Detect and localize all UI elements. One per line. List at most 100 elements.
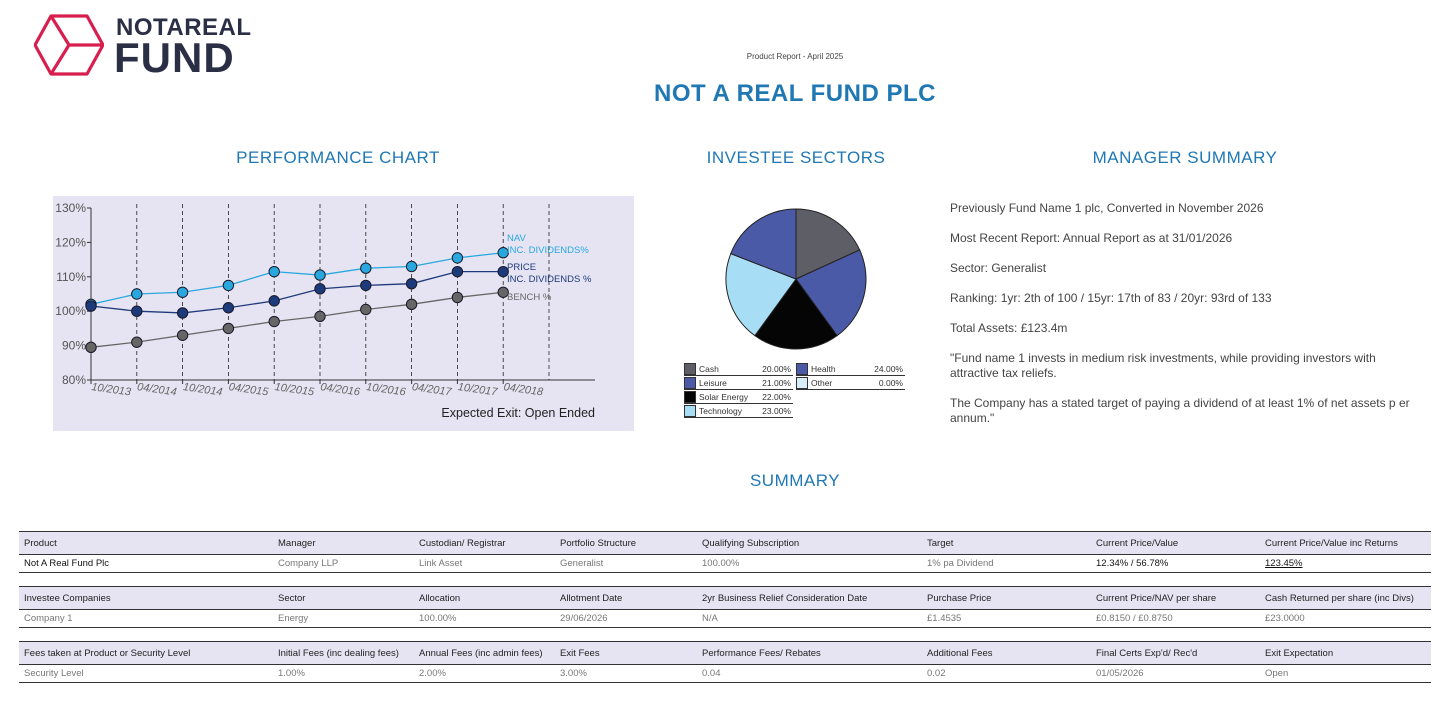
table-cell: Generalist bbox=[560, 558, 604, 569]
pie-slice-technology bbox=[725, 252, 797, 337]
table-cell: Open bbox=[1265, 668, 1289, 679]
sectors-pie-svg bbox=[725, 208, 867, 350]
report-date: Product Report - April 2025 bbox=[746, 52, 844, 61]
table-cell: 12.34% / 56.78% bbox=[1096, 558, 1169, 569]
data-point bbox=[497, 247, 509, 259]
data-point bbox=[222, 302, 235, 314]
data-point bbox=[314, 269, 326, 281]
legend-swatch bbox=[796, 377, 808, 389]
table-cell: £0.8150 / £0.8750 bbox=[1096, 613, 1173, 624]
legend-item: Cash 20.00% bbox=[684, 362, 793, 376]
table-header-cell: Exit Fees bbox=[560, 648, 600, 659]
table-header-cell: Manager bbox=[278, 538, 316, 549]
legend-swatch bbox=[684, 377, 696, 389]
table-cell: 01/05/2026 bbox=[1096, 668, 1144, 679]
table-header-cell: Current Price/NAV per share bbox=[1096, 593, 1217, 604]
table-header-row: Product Manager Custodian/ Registrar Por… bbox=[19, 531, 1431, 555]
y-tick-label: 100% bbox=[55, 304, 86, 318]
legend-swatch bbox=[796, 363, 808, 375]
manager-quote-1: "Fund name 1 invests in medium risk inve… bbox=[950, 351, 1376, 380]
legend-item: Solar Energy 22.00% bbox=[684, 390, 793, 404]
data-point bbox=[268, 265, 280, 278]
legend-item: Other 0.00% bbox=[796, 376, 905, 390]
data-point bbox=[360, 279, 372, 292]
investee-table: Investee Companies Sector Allocation All… bbox=[19, 586, 1431, 628]
table-header-cell: Custodian/ Registrar bbox=[419, 538, 506, 549]
table-cell: Company LLP bbox=[278, 558, 339, 569]
manager-recent-report: Most Recent Report: Annual Report as at … bbox=[950, 231, 1233, 245]
table-header-cell: Performance Fees/ Rebates bbox=[702, 648, 821, 659]
manager-quote-2: The Company has a stated target of payin… bbox=[950, 396, 1410, 425]
x-tick-label: 10/2014 bbox=[182, 381, 223, 398]
manager-sector: Sector: Generalist bbox=[950, 261, 1047, 275]
manager-summary-heading: MANAGER SUMMARY bbox=[1092, 148, 1278, 167]
x-tick-label: 04/2017 bbox=[411, 381, 453, 399]
y-tick-label: 130% bbox=[55, 201, 86, 215]
table-header-cell: Sector bbox=[278, 593, 306, 604]
fees-table: Fees taken at Product or Security Level … bbox=[19, 641, 1431, 683]
product-table: Product Manager Custodian/ Registrar Por… bbox=[19, 531, 1431, 573]
series-label: INC. DIVIDENDS% bbox=[507, 245, 589, 256]
legend-label: Leisure bbox=[699, 378, 727, 388]
legend-label: Technology bbox=[699, 406, 743, 416]
table-cell: N/A bbox=[702, 613, 718, 624]
table-cell: 1% pa Dividend bbox=[927, 558, 994, 569]
table-header-cell: Portfolio Structure bbox=[560, 538, 637, 549]
legend-label: Solar Energy bbox=[699, 392, 749, 402]
series-label: PRICE bbox=[507, 262, 536, 273]
data-point bbox=[85, 300, 97, 312]
table-header-cell: Additional Fees bbox=[927, 648, 993, 659]
data-point bbox=[405, 260, 418, 273]
series-label: BENCH % bbox=[507, 292, 552, 303]
table-header-cell: Allotment Date bbox=[560, 593, 623, 604]
table-header-row: Fees taken at Product or Security Level … bbox=[19, 641, 1431, 665]
data-point bbox=[314, 310, 326, 323]
x-tick-label: 04/2014 bbox=[136, 381, 177, 398]
table-header-cell: Cash Returned per share (inc Divs) bbox=[1265, 593, 1414, 604]
data-point bbox=[451, 252, 464, 264]
data-point bbox=[176, 307, 189, 319]
data-point bbox=[85, 341, 97, 354]
data-point bbox=[314, 283, 326, 295]
table-header-cell: Allocation bbox=[419, 593, 461, 604]
logo-wordmark-top: NOTAREAL bbox=[116, 14, 252, 41]
x-tick-label: 10/2013 bbox=[91, 381, 133, 399]
table-header-cell: Fees taken at Product or Security Level bbox=[24, 648, 191, 659]
legend-value: 23.00% bbox=[762, 406, 791, 416]
cube-logo-icon bbox=[34, 14, 104, 76]
sectors-pie-chart bbox=[724, 207, 868, 351]
data-point bbox=[176, 286, 189, 298]
logo-wordmark-bottom: FUND bbox=[114, 34, 235, 81]
pie-slice-cash bbox=[795, 208, 861, 280]
legend-value: 24.00% bbox=[874, 364, 903, 374]
series-label: INC. DIVIDENDS % bbox=[507, 274, 592, 285]
data-point bbox=[405, 298, 418, 311]
x-tick-label: 10/2016 bbox=[365, 381, 407, 399]
data-point bbox=[222, 279, 235, 292]
series-label: NAV bbox=[507, 233, 526, 244]
table-header-cell: Initial Fees (inc dealing fees) bbox=[278, 648, 399, 659]
legend-item: Health 24.00% bbox=[796, 362, 905, 376]
table-cell: Company 1 bbox=[24, 613, 73, 624]
series-line bbox=[90, 252, 504, 305]
chart-annotation: Expected Exit: Open Ended bbox=[441, 406, 595, 420]
table-cell: Link Asset bbox=[419, 558, 463, 569]
y-tick-label: 120% bbox=[55, 235, 86, 249]
manager-previous-name: Previously Fund Name 1 plc, Converted in… bbox=[950, 201, 1264, 215]
table-header-cell: Final Certs Exp'd/ Rec'd bbox=[1096, 648, 1198, 659]
performance-chart: 80% 90% 100% 110% 120% 130% 10/2013 04/2014 10/2… bbox=[53, 196, 634, 431]
table-cell: 2.00% bbox=[419, 668, 446, 679]
pie-slice-solar-energy bbox=[754, 278, 838, 350]
performance-chart-svg: 80% 90% 100% 110% 120% 130% 10/2013 04/2014 10/2… bbox=[55, 201, 595, 420]
fund-logo: NOTAREAL FUND bbox=[34, 12, 254, 81]
table-cell: £1.4535 bbox=[927, 613, 962, 624]
manager-summary: Previously Fund Name 1 plc, Converted in… bbox=[950, 201, 1420, 441]
pie-slice-health bbox=[795, 249, 867, 337]
returns-link[interactable]: 123.45% bbox=[1265, 558, 1303, 569]
summary-heading: SUMMARY bbox=[749, 471, 841, 490]
data-point bbox=[131, 305, 143, 317]
series-line bbox=[90, 270, 504, 314]
x-tick-label: 04/2016 bbox=[320, 381, 362, 399]
legend-item: Leisure 21.00% bbox=[684, 376, 793, 390]
y-tick-label: 80% bbox=[62, 373, 86, 387]
